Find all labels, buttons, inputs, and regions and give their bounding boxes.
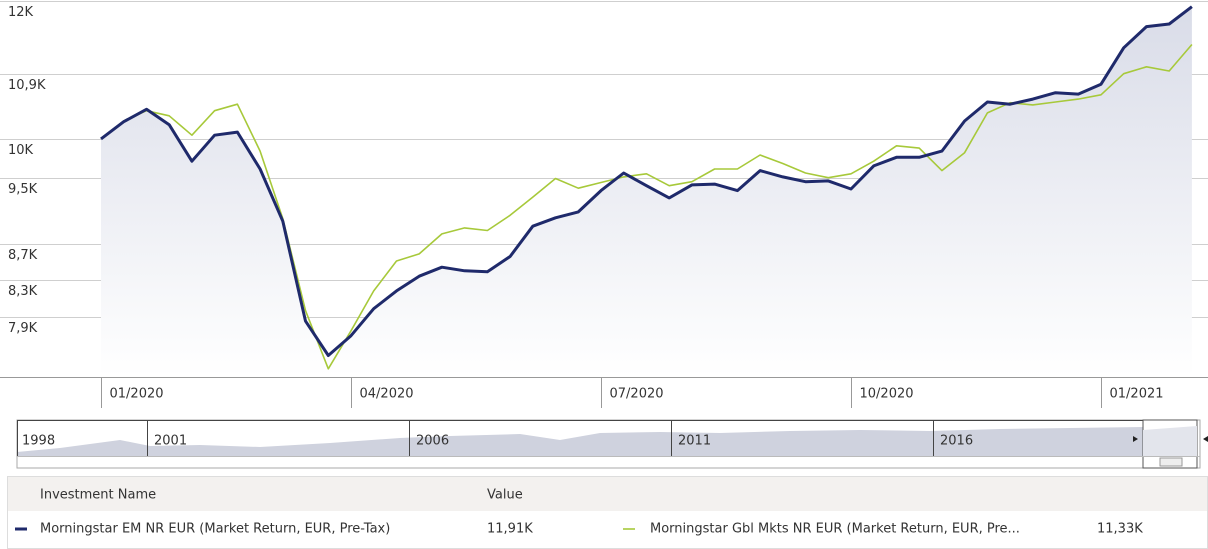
y-tick-label: 7,9K [8,321,38,336]
navigator-handle[interactable] [1159,457,1183,467]
table-header: Value [487,488,523,503]
plot-area [0,1,1208,377]
y-tick-label: 9,5K [8,182,38,197]
x-tick-label: 10/2020 [860,387,914,402]
navigator-label: 2016 [940,434,973,449]
navigator-label: 2001 [154,434,187,449]
y-tick-label: 12K [8,5,34,20]
y-tick-label: 10K [8,143,34,158]
legend-label: Morningstar EM NR EUR (Market Return, EU… [40,522,390,537]
navigator-arrow[interactable] [1133,436,1138,442]
series-line [100,5,1193,357]
table-header-row [8,477,1207,511]
navigator-window-area [1143,426,1197,456]
navigator-label: 2011 [678,434,711,449]
navigator-area [17,427,1143,456]
legend-value: 11,33K [1097,522,1143,537]
x-tick-label: 04/2020 [360,387,414,402]
y-tick-label: 10,9K [8,78,46,93]
area [101,6,1192,377]
legend-value: 11,91K [487,522,533,537]
legend-label: Morningstar Gbl Mkts NR EUR (Market Retu… [650,522,1020,537]
navigator-label: 1998 [22,434,55,449]
y-tick-label: 8,3K [8,284,38,299]
y-tick-label: 8,7K [8,248,38,263]
navigator-arrow[interactable] [1203,436,1208,442]
table-header: Investment Name [40,488,156,503]
navigator-label: 2006 [416,434,449,449]
x-tick-label: 01/2020 [110,387,164,402]
x-tick-label: 01/2021 [1110,387,1164,402]
navigator[interactable] [16,419,1208,469]
legend-table: Investment Name Value [7,476,1208,549]
x-tick-label: 07/2020 [610,387,664,402]
